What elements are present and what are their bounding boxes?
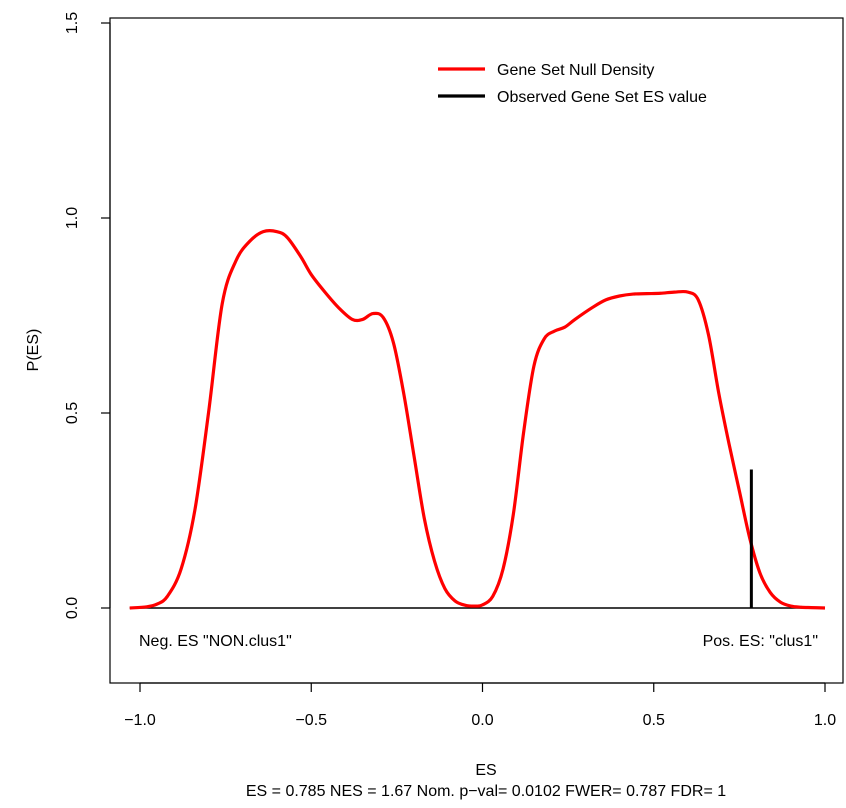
y-tick-label: 1.0: [64, 207, 81, 229]
x-axis-label: ES: [475, 762, 496, 779]
y-tick-label: 0.0: [64, 597, 81, 619]
y-axis: 0.0 0.5 1.0 1.5: [64, 12, 111, 619]
y-tick-label: 1.5: [64, 12, 81, 34]
x-tick-label: 0.5: [643, 712, 665, 729]
y-axis-label: P(ES): [25, 329, 42, 372]
series-layer: [129, 229, 826, 610]
legend-label: Gene Set Null Density: [497, 62, 654, 79]
y-tick-label: 0.5: [64, 402, 81, 424]
x-tick-label: −0.5: [295, 712, 327, 729]
x-tick-label: 0.0: [471, 712, 493, 729]
legend: Gene Set Null Density Observed Gene Set E…: [438, 62, 707, 106]
chart-subtitle: ES = 0.785 NES = 1.67 Nom. p−val= 0.0102…: [246, 783, 726, 800]
pos-es-label: Pos. ES: "clus1": [703, 633, 818, 650]
x-axis: −1.0 −0.5 0.0 0.5 1.0: [124, 682, 836, 729]
x-tick-label: 1.0: [814, 712, 836, 729]
plot-frame: [109, 17, 844, 684]
x-tick-label: −1.0: [124, 712, 156, 729]
neg-es-label: Neg. ES "NON.clus1": [139, 633, 292, 650]
null-density-line: [129, 229, 826, 610]
legend-label: Observed Gene Set ES value: [497, 89, 707, 106]
